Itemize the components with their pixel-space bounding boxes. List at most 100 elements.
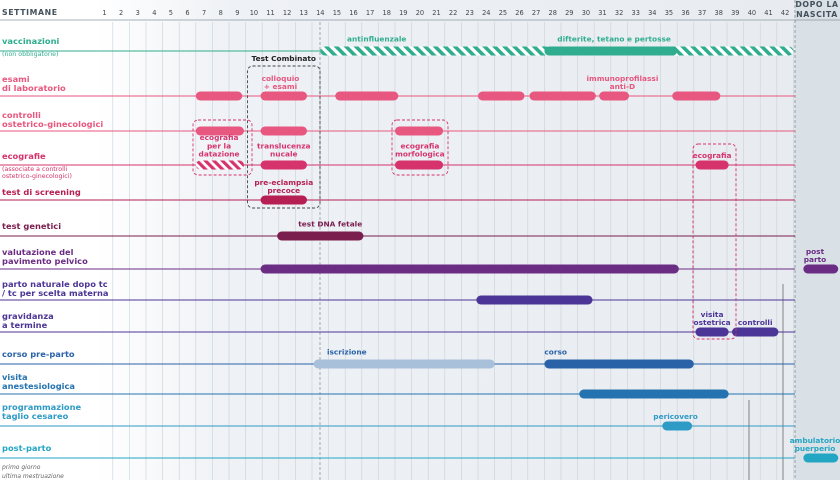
bar-label-vaccinazioni-line: difterite, tetano e pertosse bbox=[557, 35, 671, 44]
row-label-screening-line: test di screening bbox=[2, 187, 81, 197]
bar-ecografie bbox=[195, 160, 244, 170]
week-tick: 14 bbox=[316, 9, 324, 17]
bar-label-screening-line: pre-eclampsia bbox=[254, 178, 313, 187]
row-label-esami-line: esami bbox=[2, 74, 30, 84]
week-tick: 40 bbox=[748, 9, 756, 17]
bar-label-preparto: iscrizione bbox=[327, 348, 367, 357]
row-label-anestesiologica: visita anestesiologica bbox=[2, 372, 75, 391]
late-checkup-box bbox=[692, 143, 737, 340]
bar-anestesiologica bbox=[579, 389, 729, 399]
bar-label-preparto-line: iscrizione bbox=[327, 348, 367, 357]
bar-label-genetici: test DNA fetale bbox=[298, 220, 362, 229]
header-left: SETTIMANE bbox=[2, 8, 58, 17]
bar-label-esami-line: anti-D bbox=[610, 82, 636, 91]
row-label-cesareo: programmazione taglio cesareo bbox=[2, 402, 82, 421]
week-tick: 7 bbox=[202, 9, 206, 17]
week-tick: 1 bbox=[102, 9, 106, 17]
week-tick: 21 bbox=[432, 9, 440, 17]
bar-label-esami-line: immunoprofilassi bbox=[586, 74, 658, 83]
bar-label-ecografie-line: morfologica bbox=[395, 150, 445, 159]
bar-esami bbox=[672, 91, 721, 101]
bar-label-esami: colloquio + esami bbox=[262, 74, 300, 91]
week-tick: 12 bbox=[283, 9, 291, 17]
bar-label-ecografie-line: ecografia bbox=[693, 151, 732, 160]
bar-label-ecografie-line: per la bbox=[207, 141, 231, 150]
bar-label-pavimento-line: post bbox=[806, 247, 825, 256]
week-tick: 33 bbox=[632, 9, 640, 17]
bar-label-ecografie: ecografia per la datazione bbox=[199, 133, 240, 158]
bar-label-screening-line: precoce bbox=[267, 186, 300, 195]
row-label-vaccinazioni-line: vaccinazioni bbox=[2, 36, 59, 46]
bar-label-postparto-line: puerperio bbox=[795, 444, 836, 453]
footnote-line1: primo giorno bbox=[1, 464, 41, 471]
row-label-screening: test di screening bbox=[2, 187, 81, 197]
week-tick: 11 bbox=[266, 9, 274, 17]
bar-esami bbox=[529, 91, 596, 101]
row-label-gravidanza: gravidanza a termine bbox=[2, 311, 54, 330]
row-label-preparto: corso pre-parto bbox=[2, 349, 75, 359]
bar-ecografie bbox=[395, 160, 444, 170]
bar-ecografie bbox=[260, 160, 308, 170]
week-tick: 5 bbox=[169, 9, 173, 17]
morfologica-box bbox=[391, 119, 449, 176]
after-birth-line1: DOPO LA bbox=[795, 0, 838, 9]
week-tick: 32 bbox=[615, 9, 623, 17]
week-tick: 39 bbox=[731, 9, 739, 17]
row-label-postparto: post-parto bbox=[2, 443, 52, 453]
week-tick: 4 bbox=[152, 9, 156, 17]
bar-label-ecografie: translucenza nucale bbox=[257, 141, 311, 158]
bar-label-ecografie-line: ecografia bbox=[400, 141, 439, 150]
row-sublabel-vaccinazioni: (non obbligatorie) bbox=[2, 51, 59, 58]
week-tick: 19 bbox=[399, 9, 407, 17]
row-sublabel-vaccinazioni-line: (non obbligatorie) bbox=[2, 51, 59, 58]
row-label-pavimento-line: pavimento pelvico bbox=[2, 256, 88, 266]
week-tick: 38 bbox=[715, 9, 723, 17]
bar-esami bbox=[599, 91, 630, 101]
week-tick: 25 bbox=[499, 9, 507, 17]
bar-label-vaccinazioni: difterite, tetano e pertosse bbox=[557, 35, 671, 44]
bar-label-screening: pre-eclampsia precoce bbox=[254, 178, 313, 195]
week-tick: 26 bbox=[515, 9, 523, 17]
row-label-ecografie-line: ecografie bbox=[2, 151, 46, 161]
bar-label-vaccinazioni-line: antinfluenzale bbox=[347, 35, 406, 44]
week-tick: 23 bbox=[466, 9, 474, 17]
week-tick: 17 bbox=[366, 9, 374, 17]
bar-label-ecografie-line: ecografia bbox=[200, 133, 239, 142]
bar-gravidanza bbox=[731, 327, 779, 337]
bar-parto_naturale bbox=[476, 295, 593, 305]
row-label-controlli-line: ostetrico-ginecologici bbox=[2, 119, 103, 129]
bar-label-gravidanza-line: visita bbox=[701, 310, 724, 319]
row-label-parto_naturale-line: / tc per scelta materna bbox=[2, 288, 108, 298]
week-tick: 20 bbox=[416, 9, 424, 17]
row-sublabel-ecografie-line: ostetrico-ginecologici) bbox=[2, 173, 72, 180]
row-label-ecografie: ecografie bbox=[2, 151, 46, 161]
week-tick: 36 bbox=[681, 9, 689, 17]
after-birth-line2: NASCITA bbox=[796, 10, 838, 19]
bar-preparto bbox=[544, 359, 694, 369]
row-label-genetici: test genetici bbox=[2, 221, 61, 231]
bar-esami bbox=[478, 91, 525, 101]
bar-esami bbox=[335, 91, 399, 101]
row-label-gravidanza-line: gravidanza bbox=[2, 311, 54, 321]
row-label-preparto-line: corso pre-parto bbox=[2, 349, 75, 359]
week-tick: 24 bbox=[482, 9, 490, 17]
week-tick: 16 bbox=[349, 9, 357, 17]
bar-label-ecografie-line: translucenza bbox=[257, 141, 311, 150]
bar-gravidanza bbox=[695, 327, 729, 337]
row-label-esami: esami di laboratorio bbox=[2, 74, 66, 93]
bar-label-postparto: ambulatorio puerperio bbox=[790, 436, 840, 453]
footnote-line2: ultima mestruazione bbox=[2, 473, 64, 480]
row-label-parto_naturale: parto naturale dopo tc / tc per scelta ma… bbox=[2, 279, 108, 298]
bar-controlli bbox=[260, 126, 308, 136]
row-label-controlli-line: controlli bbox=[2, 110, 41, 120]
row-label-anestesiologica-line: anestesiologica bbox=[2, 381, 75, 391]
bar-label-cesareo: pericovero bbox=[653, 412, 698, 421]
week-tick: 28 bbox=[549, 9, 557, 17]
week-tick: 30 bbox=[582, 9, 590, 17]
row-sublabel-ecografie: (associate a controlli ostetrico-ginecolo… bbox=[2, 166, 72, 180]
test-combinato-box bbox=[247, 65, 321, 209]
week-tick: 10 bbox=[250, 9, 258, 17]
bar-pavimento bbox=[803, 264, 839, 274]
week-tick: 9 bbox=[235, 9, 239, 17]
